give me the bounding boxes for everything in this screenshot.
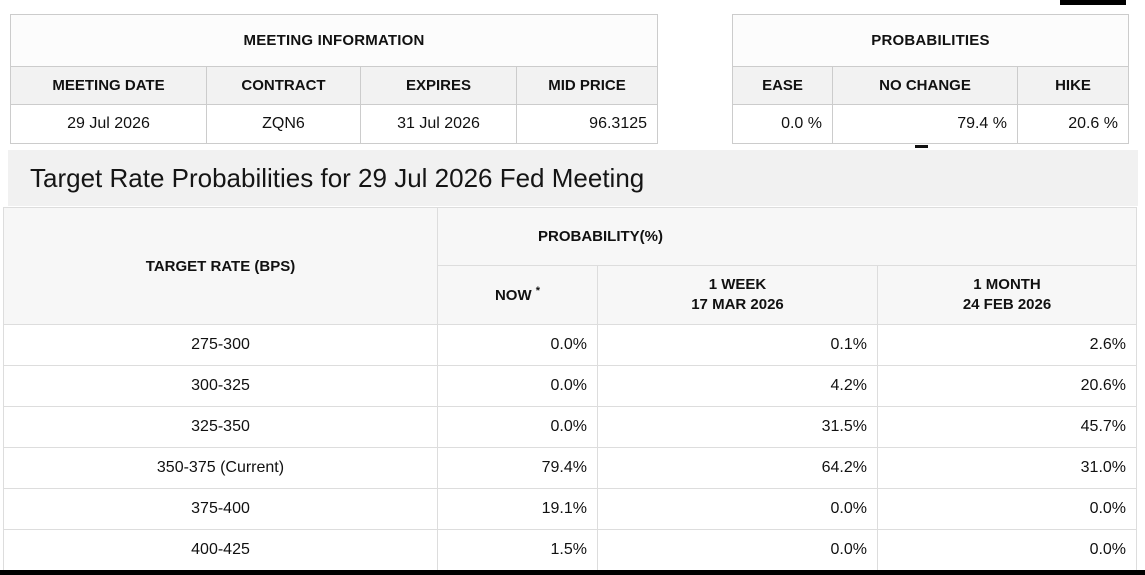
now-column-header: NOW * (437, 265, 598, 325)
now-cell: 79.4% (437, 447, 598, 489)
now-footnote-asterisk: * (535, 284, 541, 297)
one-week-cell: 0.0% (597, 529, 878, 571)
one-week-date: 17 MAR 2026 (691, 296, 784, 313)
mid-price-value: 96.3125 (515, 104, 659, 144)
now-cell: 0.0% (437, 406, 598, 448)
probabilities-table: PROBABILITIES EASE NO CHANGE HIKE 0.0 % … (732, 14, 1129, 144)
one-month-cell: 45.7% (876, 406, 1138, 448)
one-month-column-header: 1 MONTH 24 FEB 2026 (876, 265, 1138, 325)
now-cell: 0.0% (437, 365, 598, 407)
now-cell: 0.0% (437, 324, 598, 366)
no-change-header: NO CHANGE (832, 66, 1018, 105)
ease-value: 0.0 % (732, 104, 833, 144)
one-week-cell: 4.2% (597, 365, 878, 407)
hike-header: HIKE (1017, 66, 1129, 105)
expires-value: 31 Jul 2026 (360, 104, 517, 144)
meeting-date-value: 29 Jul 2026 (10, 104, 207, 144)
probabilities-title: PROBABILITIES (732, 14, 1129, 67)
one-week-label: 1 WEEK (708, 275, 767, 293)
one-week-cell: 0.1% (597, 324, 878, 366)
table-row: 400-425 1.5% 0.0% 0.0% (3, 529, 1138, 571)
title-band: Target Rate Probabilities for 29 Jul 202… (8, 150, 1138, 206)
target-rate-probabilities-table: TARGET RATE (BPS) PROBABILITY(%) NOW * 1… (3, 207, 1138, 571)
now-label: NOW (494, 286, 532, 304)
one-week-column-header: 1 WEEK 17 MAR 2026 (597, 265, 878, 325)
one-week-cell: 31.5% (597, 406, 878, 448)
now-cell: 19.1% (437, 488, 598, 530)
page-title: Target Rate Probabilities for 29 Jul 202… (30, 162, 645, 193)
one-month-cell: 20.6% (876, 365, 1138, 407)
contract-header: CONTRACT (206, 66, 361, 105)
probability-percent-header: PROBABILITY(%) (436, 207, 1138, 266)
meeting-information-row: 29 Jul 2026 ZQN6 31 Jul 2026 96.3125 (10, 104, 659, 144)
one-month-label: 1 MONTH (973, 275, 1041, 293)
horizontal-scrollbar-thumb[interactable] (915, 145, 928, 148)
one-month-cell: 0.0% (876, 488, 1138, 530)
expires-header: EXPIRES (360, 66, 517, 105)
now-cell: 1.5% (437, 529, 598, 571)
table-row: 350-375 (Current) 79.4% 64.2% 31.0% (3, 447, 1138, 489)
table-row: 375-400 19.1% 0.0% 0.0% (3, 488, 1138, 530)
one-month-cell: 31.0% (876, 447, 1138, 489)
target-rate-cell: 325-350 (3, 406, 438, 448)
target-rate-cell: 275-300 (3, 324, 438, 366)
one-month-date: 24 FEB 2026 (962, 296, 1052, 313)
meeting-information-table: MEETING INFORMATION MEETING DATE CONTRAC… (9, 14, 659, 144)
target-rate-cell: 350-375 (Current) (3, 447, 438, 489)
target-rate-bps-header: TARGET RATE (BPS) (3, 207, 438, 325)
meeting-information-title: MEETING INFORMATION (9, 14, 659, 67)
table-row: 325-350 0.0% 31.5% 45.7% (3, 406, 1138, 448)
one-month-cell: 0.0% (876, 529, 1138, 571)
probabilities-row: 0.0 % 79.4 % 20.6 % (732, 104, 1129, 144)
hike-value: 20.6 % (1017, 104, 1129, 144)
target-rate-cell: 400-425 (3, 529, 438, 571)
one-week-cell: 0.0% (597, 488, 878, 530)
one-month-cell: 2.6% (876, 324, 1138, 366)
one-week-cell: 64.2% (597, 447, 878, 489)
top-scrollbar-thumb[interactable] (1060, 0, 1126, 5)
table-row: 275-300 0.0% 0.1% 2.6% (3, 324, 1138, 366)
contract-value: ZQN6 (206, 104, 361, 144)
meeting-date-header: MEETING DATE (10, 66, 207, 105)
target-rate-cell: 300-325 (3, 365, 438, 407)
table-row: 300-325 0.0% 4.2% 20.6% (3, 365, 1138, 407)
no-change-value: 79.4 % (832, 104, 1018, 144)
mid-price-header: MID PRICE (515, 66, 659, 105)
table-bottom-border (0, 570, 1145, 575)
target-rate-cell: 375-400 (3, 488, 438, 530)
ease-header: EASE (732, 66, 833, 105)
